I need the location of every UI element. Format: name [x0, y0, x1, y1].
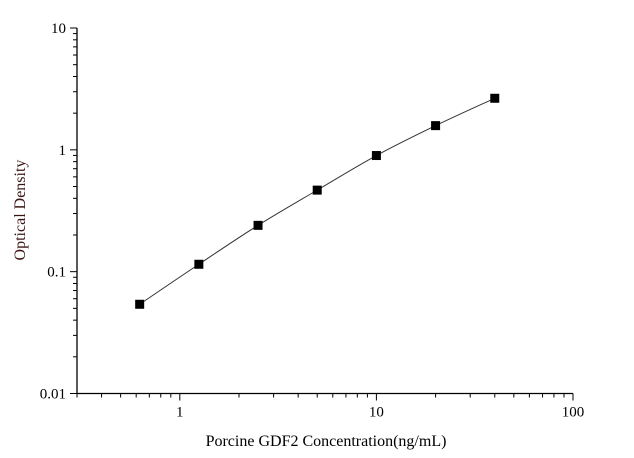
data-point: [194, 259, 204, 269]
x-axis-label: Porcine GDF2 Concentration(ng/mL): [206, 433, 447, 450]
y-axis-label: Optical Density: [12, 160, 29, 261]
fit-curve: [139, 97, 495, 305]
y-tick-label: 10: [51, 21, 66, 37]
data-point: [135, 299, 145, 309]
x-tick-label: 100: [562, 405, 585, 421]
data-point: [431, 121, 441, 131]
data-point: [371, 151, 381, 161]
x-tick-label: 10: [369, 405, 384, 421]
axes: 0.01 0.1 1 10 1 10 100: [40, 21, 585, 421]
data-point: [312, 185, 322, 195]
y-tick-label: 0.1: [47, 265, 66, 281]
data-point: [253, 220, 263, 230]
y-tick-label: 0.01: [40, 387, 66, 403]
data-points: [135, 93, 500, 309]
y-tick-label: 1: [59, 143, 67, 159]
data-point: [490, 93, 500, 103]
x-tick-label: 1: [176, 405, 184, 421]
